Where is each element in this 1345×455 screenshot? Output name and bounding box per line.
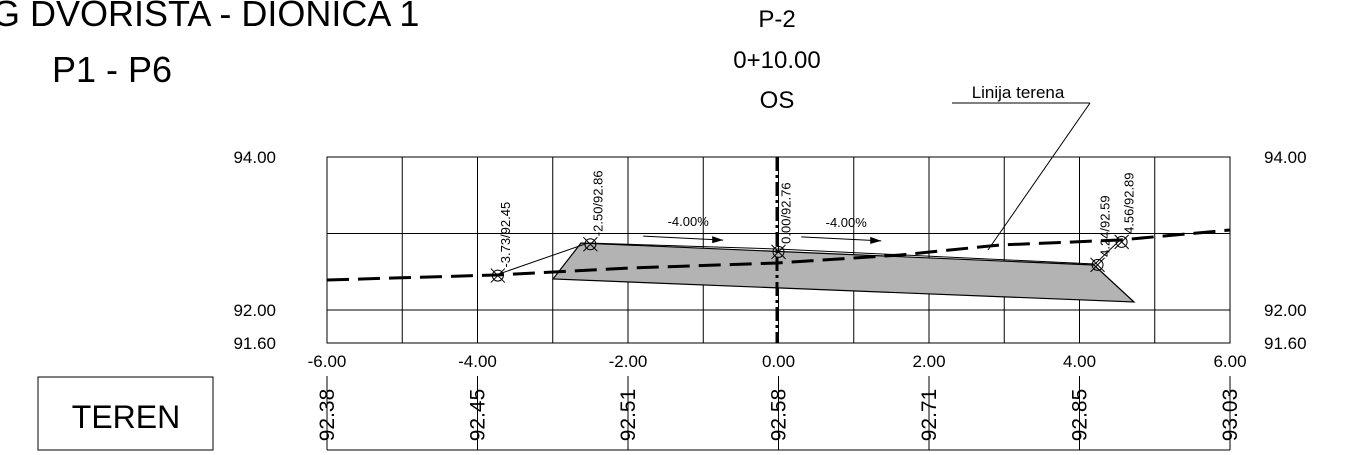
survey-point-label: -3.73/92.45	[498, 202, 513, 268]
terrain-line	[326, 228, 1231, 282]
slope-annotations: -4.00% -4.00%	[643, 214, 882, 244]
slope-arrow-head	[870, 236, 882, 244]
slope-label: -4.00%	[826, 215, 868, 230]
road-edge-line	[495, 239, 1121, 276]
terrain-elevation-label: 92.51	[617, 389, 640, 442]
y-tick-label-right: 94.00	[1264, 148, 1307, 167]
survey-point-cross	[771, 244, 786, 260]
terrain-legend-text: TEREN	[72, 399, 180, 435]
section-title: G DVORIŠTA - DIONICA 1	[0, 0, 419, 34]
terrain-elevation-label: 93.03	[1219, 389, 1242, 442]
survey-point-label: -2.50/92.86	[590, 170, 605, 236]
survey-point-marker	[1091, 258, 1104, 271]
survey-point-cross	[1090, 257, 1105, 273]
x-tick-label: 0.00	[762, 352, 795, 371]
survey-point-cross	[1114, 234, 1129, 250]
survey-point-marker	[1115, 235, 1128, 248]
survey-point-cross	[583, 236, 598, 252]
y-tick-label-left: 92.00	[233, 301, 276, 320]
survey-point-marker	[491, 269, 504, 282]
axis-labels: 94.00 92.00 91.60 94.00 92.00 91.60 -6.00 -4.00…	[233, 148, 1307, 450]
terrain-legend-box	[37, 376, 214, 451]
pavement-section	[551, 242, 1136, 303]
y-tick-label-left: 94.00	[233, 148, 276, 167]
x-tick-label: -2.00	[609, 352, 648, 371]
profile-station: 0+10.00	[733, 47, 820, 74]
slope-arrow-head	[712, 236, 724, 244]
slope-arrow-line	[643, 235, 724, 241]
x-tick-label: 2.00	[912, 352, 945, 371]
survey-point-marker	[772, 245, 785, 258]
y-tick-label-right: 92.00	[1264, 301, 1307, 320]
x-tick-label: 6.00	[1213, 352, 1246, 371]
x-tick-label: -6.00	[308, 352, 347, 371]
x-tick-label: -4.00	[458, 352, 497, 371]
slope-arrow-line	[801, 236, 882, 242]
terrain-elevation-label: 92.38	[316, 389, 339, 442]
profile-axis-label: OS	[760, 87, 795, 114]
survey-point-marker	[584, 238, 597, 251]
y-tick-label-right: 91.60	[1264, 334, 1307, 353]
profile-name: P-2	[758, 6, 795, 33]
survey-point-label: 0.00/92.76	[779, 182, 794, 243]
survey-point-label: 4.56/92.89	[1122, 172, 1137, 233]
survey-points: -3.73/92.45 -2.50/92.86 0.00/92.76 4.24/92.…	[490, 170, 1137, 283]
survey-point-label: 4.24/92.59	[1098, 195, 1113, 256]
slope-label: -4.00%	[668, 214, 710, 229]
terrain-elevation-label: 92.71	[918, 389, 941, 442]
survey-point-cross	[490, 268, 506, 283]
terrain-elevation-label: 92.45	[467, 389, 490, 442]
terrain-elevation-label: 92.85	[1069, 389, 1092, 442]
terrain-label-leader	[987, 102, 1091, 251]
terrain-elevation-label: 92.58	[768, 389, 791, 442]
y-tick-label-left: 91.60	[233, 334, 276, 353]
x-tick-label: 4.00	[1063, 352, 1096, 371]
terrain-line-label: Linija terena	[972, 83, 1065, 102]
section-range: P1 - P6	[52, 49, 172, 90]
